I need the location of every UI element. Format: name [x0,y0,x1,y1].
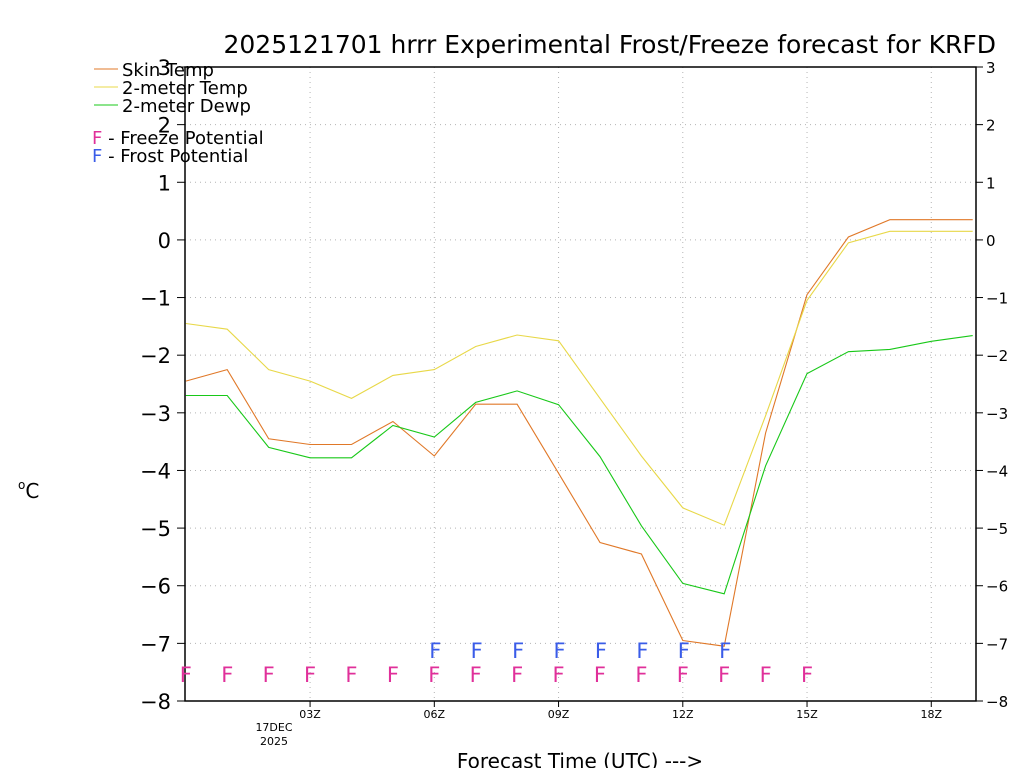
x-axis: 03Z 06Z 09Z 12Z 15Z 18Z [299,701,942,721]
legend-frost-potential: F - Frost Potential [92,146,248,167]
chart-title: 2025121701 hrrr Experimental Frost/Freez… [223,30,996,59]
y-tick-label-right: 0 [986,232,996,250]
frost-flag: F [719,639,731,663]
y-tick-label-right: −6 [986,578,1008,596]
frost-flag: F [512,639,524,663]
freeze-flag: F [304,663,316,687]
frost-flag: F [554,639,566,663]
plot-frame [184,66,977,702]
freeze-flag: F [221,663,233,687]
x-tick-label: 03Z [299,708,321,721]
y-axis: −8 −8 −7 −7 −6 −6 −5 −5 −4 −4 −3 −3 −2 −2 −1 −1 0 0 1 1 2 2 3 3 [140,56,1008,714]
freeze-flag: F [511,663,523,687]
freeze-flag: F [760,663,772,687]
freeze-flag: F [553,663,565,687]
freeze-flag: F [635,663,647,687]
y-axis-label-unit: C [25,479,39,503]
freeze-flag: F [718,663,730,687]
x-date-label-year: 2025 [260,735,288,748]
legend-label-skin-temp: Skin Temp [122,60,214,81]
y-tick-label-left: 1 [158,171,171,195]
frost-flag: F [678,639,690,663]
freeze-flag: F [387,663,399,687]
legend-freeze-letter: F [92,128,102,149]
freeze-flag: F [801,663,813,687]
legend-label-2m-temp: 2-meter Temp [122,78,248,99]
x-tick-label: 12Z [672,708,694,721]
y-tick-label-right: −2 [986,347,1008,365]
y-tick-label-left: −3 [140,402,171,426]
series-line-2-meter-dewp [185,335,973,595]
freeze-flag: F [594,663,606,687]
frost-flag: F [471,639,483,663]
y-tick-label-right: −1 [986,290,1008,308]
x-axis-label: Forecast Time (UTC) ---> [457,749,703,768]
y-tick-label-right: −8 [986,693,1008,711]
y-tick-label-right: 1 [986,174,996,192]
y-tick-label-right: −4 [986,462,1008,480]
y-tick-label-right: −5 [986,520,1008,538]
y-axis-label: oC [18,478,39,503]
y-tick-label-left: 3 [158,56,171,80]
y-tick-label-left: 2 [158,114,171,138]
y-tick-label-left: −6 [140,575,171,599]
series-lines [185,219,973,647]
frost-flag: F [636,639,648,663]
frost-flag: F [595,639,607,663]
legend-frost-letter: F [92,146,102,167]
x-tick-label: 15Z [796,708,818,721]
y-tick-label-right: −3 [986,405,1008,423]
y-tick-label-left: −1 [140,287,171,311]
legend-label-2m-dewp: 2-meter Dewp [122,96,251,117]
y-tick-label-left: −2 [140,344,171,368]
legend: Skin Temp 2-meter Temp 2-meter Dewp F - … [92,60,264,167]
y-tick-label-left: −4 [140,459,171,483]
y-tick-label-left: −7 [140,632,171,656]
y-tick-label-right: −7 [986,635,1008,653]
x-tick-label: 18Z [920,708,942,721]
freeze-flag: F [677,663,689,687]
grid [185,67,976,701]
frost-freeze-flags: F F F F F F F F F F F F F F F FF F F F F F F F [180,639,813,687]
y-tick-label-left: −5 [140,517,171,541]
freeze-flag: F [345,663,357,687]
series-line-2-meter-temp [185,230,973,526]
legend-frost-label: - Frost Potential [102,146,248,167]
freeze-flag: F [180,663,192,687]
x-tick-label: 09Z [548,708,570,721]
legend-freeze-label: - Freeze Potential [102,128,263,149]
y-tick-label-right: 2 [986,117,996,135]
frost-flag: F [429,639,441,663]
freeze-flag: F [428,663,440,687]
x-tick-label: 06Z [424,708,446,721]
y-tick-label-left: 0 [158,229,171,253]
x-date-label-day: 17DEC [255,721,292,734]
y-tick-label-left: −8 [140,690,171,714]
legend-freeze-potential: F - Freeze Potential [92,128,264,149]
freeze-flag: F [263,663,275,687]
freeze-flag: F [470,663,482,687]
y-tick-label-right: 3 [986,59,996,77]
y-axis-label-degree: o [18,478,25,492]
series-line-skin-temp [185,219,973,647]
